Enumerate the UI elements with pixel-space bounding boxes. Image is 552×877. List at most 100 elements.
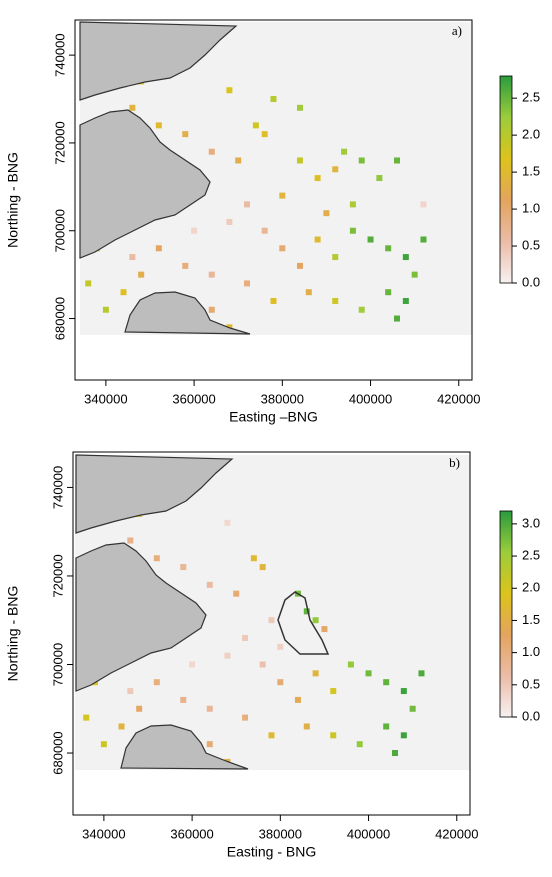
colorbar: [499, 75, 513, 284]
colorbar-tick-label: 1.0: [522, 644, 540, 659]
colorbar-tick-label: 2.5: [522, 90, 540, 105]
x-tick-label: 360000: [170, 826, 213, 841]
data-cell: [129, 104, 136, 111]
data-cell: [261, 227, 268, 234]
data-cell: [268, 732, 275, 739]
data-cell: [303, 608, 310, 615]
data-cell: [224, 652, 231, 659]
data-cell: [418, 670, 425, 677]
x-tick-label: 380000: [261, 391, 304, 406]
data-cell: [376, 175, 383, 182]
data-cell: [127, 688, 134, 695]
data-cell: [279, 192, 286, 199]
data-cell: [242, 714, 249, 721]
data-cell: [303, 723, 310, 730]
data-cell: [312, 617, 319, 624]
data-cell: [349, 227, 356, 234]
data-cell: [252, 122, 259, 129]
data-cell: [206, 741, 213, 748]
data-cell: [270, 297, 277, 304]
colorbar-tick-label: 0.5: [522, 237, 540, 252]
data-cell: [323, 210, 330, 217]
data-cell: [277, 679, 284, 686]
colorbar-tick-label: 1.0: [522, 201, 540, 216]
data-cell: [332, 166, 339, 173]
data-cell: [330, 732, 337, 739]
data-cell: [224, 519, 231, 526]
data-cell: [153, 555, 160, 562]
colorbar-tick-label: 2.0: [522, 127, 540, 142]
land-south: [120, 724, 249, 770]
data-cell: [270, 96, 277, 103]
colorbar-tick-label: 0.0: [522, 274, 540, 289]
colorbar-tick-label: 1.5: [522, 612, 540, 627]
data-cell: [321, 626, 328, 633]
data-cell: [189, 661, 196, 668]
data-cell: [259, 661, 266, 668]
data-cell: [100, 741, 107, 748]
y-tick-label: 720000: [50, 554, 65, 597]
data-cell: [206, 581, 213, 588]
data-cell: [314, 175, 321, 182]
data-cell: [226, 87, 233, 94]
y-tick-label: 700000: [50, 643, 65, 686]
data-cell: [341, 148, 348, 155]
lake-outline: [277, 591, 330, 655]
data-cell: [402, 254, 409, 261]
x-tick-label: 420000: [435, 826, 478, 841]
data-cell: [208, 306, 215, 313]
y-tick-label: 720000: [52, 121, 67, 164]
data-cell: [358, 306, 365, 313]
data-cell: [420, 236, 427, 243]
colorbar-tick-label: 2.5: [522, 548, 540, 563]
y-tick-label: 680000: [50, 731, 65, 774]
data-cell: [383, 723, 390, 730]
data-cell: [180, 564, 187, 571]
colorbar-tick-label: 2.0: [522, 580, 540, 595]
y-tick-label: 700000: [52, 209, 67, 252]
land-fife: [79, 109, 211, 259]
data-cell: [312, 670, 319, 677]
data-cell: [279, 245, 286, 252]
data-cell: [420, 201, 427, 208]
axes-frame: [74, 19, 473, 381]
data-cell: [250, 555, 257, 562]
data-cell: [385, 245, 392, 252]
x-tick-label: 360000: [172, 391, 215, 406]
data-cell: [358, 157, 365, 164]
data-cell: [411, 271, 418, 278]
data-cell: [208, 271, 215, 278]
data-cell: [127, 537, 134, 544]
x-tick-label: 380000: [259, 826, 302, 841]
data-cell: [347, 661, 354, 668]
y-tick-label: 740000: [50, 466, 65, 509]
data-cell: [402, 297, 409, 304]
data-cell: [244, 201, 251, 208]
data-cell: [314, 236, 321, 243]
y-axis-label: Northing - BNG: [5, 586, 21, 682]
data-cell: [259, 564, 266, 571]
data-cell: [261, 131, 268, 138]
x-tick-label: 340000: [84, 391, 127, 406]
land-south: [124, 291, 251, 335]
data-cell: [296, 104, 303, 111]
panel-label: a): [452, 23, 462, 38]
data-cell: [136, 705, 143, 712]
data-cell: [226, 218, 233, 225]
data-cell: [400, 732, 407, 739]
y-tick-label: 680000: [52, 297, 67, 340]
data-cell: [206, 705, 213, 712]
colorbar-tick-label: 3.0: [522, 515, 540, 530]
data-cell: [102, 306, 109, 313]
data-cell: [182, 262, 189, 269]
data-cell: [296, 262, 303, 269]
data-cell: [233, 590, 240, 597]
data-cell: [85, 280, 92, 287]
data-cell: [365, 670, 372, 677]
data-cell: [294, 696, 301, 703]
colorbar-tick-label: 1.5: [522, 164, 540, 179]
x-tick-label: 420000: [437, 391, 480, 406]
data-cell: [385, 289, 392, 296]
land-north: [79, 21, 238, 101]
